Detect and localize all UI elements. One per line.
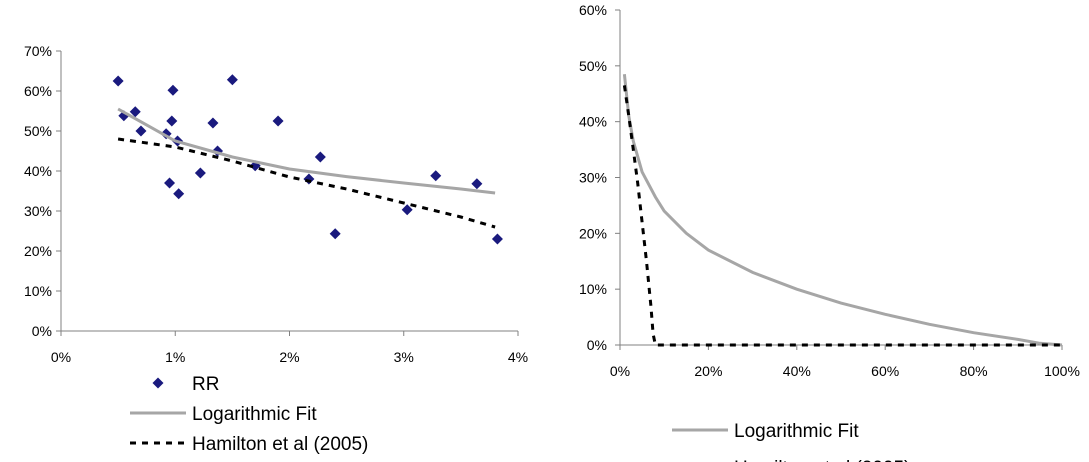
x-tick-label: 0% <box>610 363 630 379</box>
y-tick-label: 50% <box>24 123 52 139</box>
rr-data-point <box>112 75 124 87</box>
y-tick-label: 40% <box>579 114 607 130</box>
legend-label: RR <box>192 374 219 395</box>
rr-data-point <box>167 84 179 96</box>
y-tick-label: 30% <box>24 203 52 219</box>
legend-label: Hamilton et al (2005) <box>192 434 368 455</box>
legend-rr-marker <box>152 377 164 389</box>
x-tick-label: 20% <box>694 363 722 379</box>
y-tick-label: 20% <box>24 243 52 259</box>
x-tick-label: 4% <box>508 349 528 365</box>
rr-data-point <box>314 151 326 163</box>
y-tick-label: 60% <box>24 83 52 99</box>
rr-data-point <box>164 177 176 189</box>
y-tick-label: 30% <box>579 170 607 186</box>
rr-data-point <box>166 115 178 127</box>
rr-data-point <box>135 125 147 137</box>
rr-data-point <box>207 117 219 129</box>
hamilton-2005-line <box>622 85 1062 347</box>
rr-data-point <box>303 173 315 185</box>
x-tick-label: 60% <box>871 363 899 379</box>
y-tick-label: 70% <box>24 43 52 59</box>
right-line-chart: 0% 10% 20% 30% 40% 50% 60% 0% 20% 40% 60% 80% 100% Lo… <box>579 2 1080 462</box>
x-tick-label: 100% <box>1044 363 1080 379</box>
rr-data-point <box>471 178 483 190</box>
rr-data-point <box>129 106 141 118</box>
x-tick-label: 3% <box>394 349 414 365</box>
rr-data-point <box>491 233 503 245</box>
y-tick-label: 60% <box>579 2 607 18</box>
x-tick-label: 0% <box>51 349 71 365</box>
x-tick-label: 40% <box>783 363 811 379</box>
y-tick-label: 40% <box>24 163 52 179</box>
rr-data-point <box>272 115 284 127</box>
legend-label: Hamilton et al (2005) <box>734 458 910 462</box>
x-tick-label: 1% <box>165 349 185 365</box>
rr-data-point <box>173 188 185 200</box>
y-tick-label: 10% <box>579 281 607 297</box>
rr-data-point <box>430 170 442 182</box>
rr-data-point <box>329 228 341 240</box>
y-tick-label: 10% <box>24 283 52 299</box>
logarithmic-fit-line <box>622 74 1063 347</box>
x-tick-label: 80% <box>960 363 988 379</box>
y-tick-label: 0% <box>32 323 52 339</box>
x-tick-label: 2% <box>279 349 299 365</box>
y-tick-label: 0% <box>587 337 607 353</box>
legend-label: Logarithmic Fit <box>192 404 317 425</box>
y-tick-label: 50% <box>579 58 607 74</box>
rr-data-point <box>401 204 413 216</box>
hamilton-2005-line <box>117 137 496 229</box>
y-tick-label: 20% <box>579 225 607 241</box>
logarithmic-fit-line <box>117 107 496 195</box>
left-scatter-chart: 0% 10% 20% 30% 40% 50% 60% 70% 0% 1% 2% 3% 4% RR Logar… <box>24 43 528 455</box>
legend-label: Logarithmic Fit <box>734 421 859 442</box>
rr-data-point <box>194 167 206 179</box>
rr-data-point <box>226 74 238 86</box>
